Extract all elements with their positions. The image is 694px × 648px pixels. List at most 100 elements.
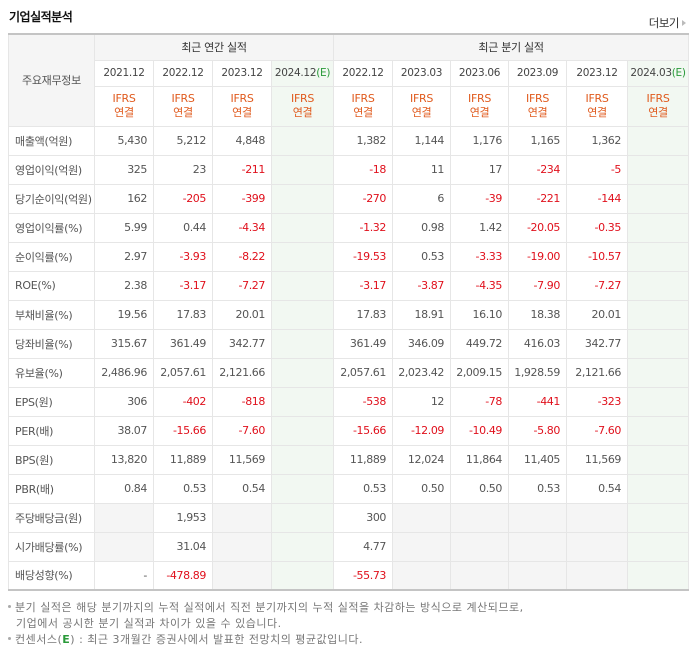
value-cell — [270, 183, 335, 214]
value-cell — [212, 502, 272, 533]
value-cell: -4.34 — [212, 212, 272, 243]
value-cell: 23 — [153, 154, 213, 185]
value-cell: 342.77 — [566, 328, 629, 359]
value-cell: 361.49 — [153, 328, 213, 359]
value-cell — [270, 270, 335, 301]
value-cell: 11,889 — [153, 444, 213, 475]
more-label: 더보기 — [648, 16, 680, 30]
value-cell — [392, 531, 452, 562]
value-cell: 1,165 — [508, 125, 568, 156]
value-cell — [566, 560, 629, 591]
value-cell: -39 — [450, 183, 510, 214]
value-cell — [94, 531, 154, 562]
value-cell: -7.90 — [508, 270, 568, 301]
ifrs-consolidated-label: IFRS 연결 — [94, 85, 154, 127]
more-link[interactable]: 더보기 — [649, 15, 686, 31]
table-row: 영업이익(억원) 325 23 -211 -18 11 17 -234 -5 — [8, 154, 690, 185]
value-cell: 11,569 — [212, 444, 272, 475]
value-cell: 0.53 — [508, 473, 568, 504]
row-label: EPS(원) — [8, 386, 95, 417]
ifrs-consolidated-label: IFRS 연결 — [153, 85, 213, 127]
value-cell: -7.60 — [566, 415, 629, 446]
value-cell — [270, 241, 335, 272]
value-cell — [392, 560, 452, 591]
value-cell: 13,820 — [94, 444, 154, 475]
value-cell — [270, 502, 335, 533]
value-cell: 18.38 — [508, 299, 568, 330]
value-cell: 31.04 — [153, 531, 213, 562]
value-cell — [627, 125, 690, 156]
value-cell: -7.27 — [212, 270, 272, 301]
value-cell: -19.53 — [333, 241, 394, 272]
footnote-1: 분기 실적은 해당 분기까지의 누적 실적에서 직전 분기까지의 누적 실적을 … — [8, 600, 524, 616]
value-cell: 2,009.15 — [450, 357, 510, 388]
row-label: PBR(배) — [8, 473, 95, 504]
value-cell: -144 — [566, 183, 629, 214]
value-cell: 0.50 — [450, 473, 510, 504]
value-cell: -18 — [333, 154, 394, 185]
value-cell: -10.57 — [566, 241, 629, 272]
value-cell — [627, 415, 690, 446]
period-header: 2023.12 — [212, 59, 272, 87]
footnote-2: 컨센서스(E) : 최근 3개월간 증권사에서 발표한 전망치의 평균값입니다. — [8, 632, 524, 648]
value-cell — [627, 241, 690, 272]
value-cell: -270 — [333, 183, 394, 214]
value-cell: 20.01 — [566, 299, 629, 330]
value-cell: -3.87 — [392, 270, 452, 301]
value-cell: -55.73 — [333, 560, 394, 591]
value-cell: 2.38 — [94, 270, 154, 301]
value-cell: 342.77 — [212, 328, 272, 359]
value-cell: 17 — [450, 154, 510, 185]
value-cell: 2,121.66 — [566, 357, 629, 388]
value-cell — [270, 125, 335, 156]
table-row: 당기순이익(억원) 162 -205 -399 -270 6 -39 -221 -144 — [8, 183, 690, 214]
value-cell: 2,486.96 — [94, 357, 154, 388]
period-header: 2024.03(E) — [627, 59, 690, 87]
value-cell: 416.03 — [508, 328, 568, 359]
period-header: 2023.12 — [566, 59, 629, 87]
value-cell: -478.89 — [153, 560, 213, 591]
value-cell: 361.49 — [333, 328, 394, 359]
value-cell: 0.54 — [566, 473, 629, 504]
value-cell: - — [94, 560, 154, 591]
value-cell: 12 — [392, 386, 452, 417]
table-row: 매출액(억원) 5,430 5,212 4,848 1,382 1,144 1,176 1,1… — [8, 125, 690, 156]
value-cell: 306 — [94, 386, 154, 417]
value-cell — [270, 560, 335, 591]
ifrs-consolidated-label: IFRS 연결 — [508, 85, 568, 127]
value-cell — [270, 531, 335, 562]
value-cell: 2,023.42 — [392, 357, 452, 388]
value-cell — [627, 212, 690, 243]
value-cell: 1.42 — [450, 212, 510, 243]
value-cell: 0.53 — [153, 473, 213, 504]
value-cell: -205 — [153, 183, 213, 214]
row-label: 매출액(억원) — [8, 125, 95, 156]
period-header: 2022.12 — [333, 59, 394, 87]
arrow-right-icon — [682, 20, 686, 26]
value-cell: 11,864 — [450, 444, 510, 475]
corner-label: 주요재무정보 — [8, 33, 95, 127]
value-cell: -78 — [450, 386, 510, 417]
value-cell: -234 — [508, 154, 568, 185]
row-label: 영업이익률(%) — [8, 212, 95, 243]
table-row: 유보율(%) 2,486.96 2,057.61 2,121.66 2,057.61 2,… — [8, 357, 690, 388]
value-cell — [627, 270, 690, 301]
value-cell: -818 — [212, 386, 272, 417]
value-cell — [270, 212, 335, 243]
row-label: 당좌비율(%) — [8, 328, 95, 359]
value-cell — [270, 444, 335, 475]
period-header: 2023.03 — [392, 59, 452, 87]
value-cell: 449.72 — [450, 328, 510, 359]
value-cell — [627, 473, 690, 504]
estimate-mark: (E) — [671, 67, 686, 79]
value-cell: 1,382 — [333, 125, 394, 156]
value-cell — [627, 183, 690, 214]
table-row: ROE(%) 2.38 -3.17 -7.27 -3.17 -3.87 -4.35 -7.90… — [8, 270, 690, 301]
value-cell — [270, 154, 335, 185]
value-cell: -20.05 — [508, 212, 568, 243]
value-cell: 19.56 — [94, 299, 154, 330]
ifrs-consolidated-label: IFRS 연결 — [627, 85, 690, 127]
value-cell: -323 — [566, 386, 629, 417]
footnote-1-cont: 기업에서 공시한 분기 실적과 차이가 있을 수 있습니다. — [16, 617, 282, 630]
value-cell: -8.22 — [212, 241, 272, 272]
